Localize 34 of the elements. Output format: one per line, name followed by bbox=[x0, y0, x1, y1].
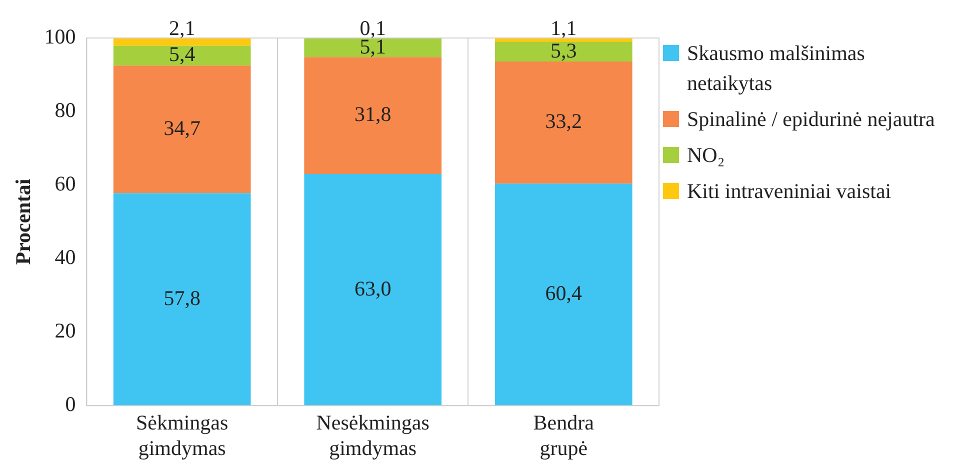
data-label: 5,4 bbox=[168, 42, 196, 66]
x-tick-label: Nesėkmingas gimdymas bbox=[316, 410, 430, 460]
y-tick-label: 100 bbox=[44, 24, 76, 49]
bar bbox=[113, 46, 251, 66]
data-label: 2,1 bbox=[168, 16, 196, 40]
legend-label: NO₂ bbox=[687, 142, 725, 169]
y-tick-label: 40 bbox=[54, 245, 76, 270]
legend-label: Spinalinė / epidurinė nejautra bbox=[687, 106, 935, 133]
bar bbox=[494, 62, 632, 184]
bar bbox=[304, 174, 442, 406]
x-tick-label: Sėkmingas gimdymas bbox=[136, 410, 228, 460]
data-label: 60,4 bbox=[545, 281, 582, 306]
data-label: 33,2 bbox=[545, 109, 582, 134]
bar bbox=[113, 38, 251, 46]
data-label: 63,0 bbox=[354, 276, 392, 300]
y-axis-title: Procentai bbox=[11, 178, 36, 265]
legend-label: Kiti intraveniniai vaistai bbox=[687, 178, 892, 205]
bar bbox=[304, 38, 442, 58]
data-label: 34,7 bbox=[164, 116, 200, 140]
y-tick-label: 20 bbox=[54, 318, 76, 343]
y-tick-label: 80 bbox=[54, 98, 76, 122]
data-label: 31,8 bbox=[354, 102, 392, 126]
data-label: 1,1 bbox=[550, 16, 577, 40]
y-tick-label: 60 bbox=[54, 172, 76, 196]
bar bbox=[113, 193, 251, 406]
y-tick-label: 0 bbox=[65, 392, 76, 416]
legend-label: Skausmo malšinimas netaikytas bbox=[687, 40, 866, 97]
bar bbox=[113, 66, 251, 194]
x-tick-label: Bendra grupė bbox=[533, 410, 595, 460]
bar bbox=[304, 57, 442, 174]
data-label: 5,3 bbox=[550, 38, 577, 62]
data-label: 57,8 bbox=[164, 286, 200, 310]
bar bbox=[494, 184, 632, 406]
bar bbox=[494, 42, 632, 62]
